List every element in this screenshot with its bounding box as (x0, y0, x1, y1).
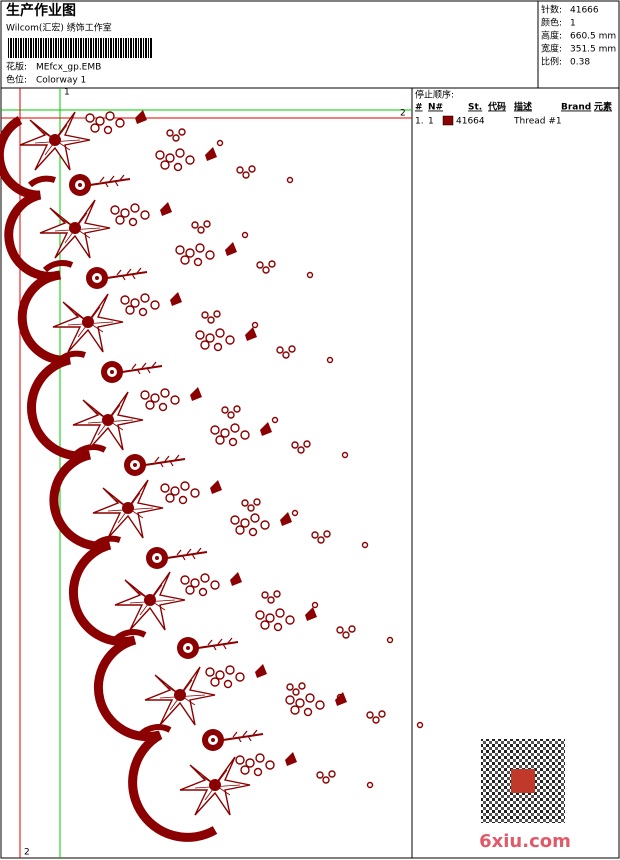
column-header: # (415, 103, 423, 113)
watermark: 6xiu.com (479, 831, 571, 852)
qr-logo (511, 769, 535, 793)
rows: 1. 1 41664 Thread #1 (415, 117, 562, 127)
stat-label: 宽度: (541, 43, 562, 55)
embroidery (0, 109, 424, 842)
studio: Wilcom(汇宏) 绣饰工作室 (6, 22, 112, 34)
stat-label: 针数: (541, 4, 562, 16)
stop-title: 停止顺序: (415, 89, 454, 101)
guide-label: 2 (24, 848, 30, 858)
column-header: 代码 (487, 101, 506, 113)
column-header: N# (428, 103, 443, 113)
stat-value: 660.5 mm (570, 32, 616, 42)
column-header: 描述 (514, 101, 532, 113)
row-code: 41664 (456, 117, 485, 127)
stat-value: 1 (570, 19, 576, 29)
stat-value: 0.38 (570, 58, 590, 68)
title: 生产作业图 (6, 2, 76, 19)
row-index: 1. (415, 117, 424, 127)
stat-value: 351.5 mm (570, 45, 616, 55)
column-header: St. (468, 103, 482, 113)
design: MEfcx_gp.EMB (36, 63, 101, 73)
stat-label: 高度: (541, 30, 562, 42)
guide-label: 2 (400, 109, 406, 119)
row-description: Thread #1 (513, 117, 562, 127)
design-label: 花版: (6, 61, 27, 73)
column-header: Brand (561, 103, 591, 113)
stat-label: 比例: (541, 56, 562, 68)
stats: 针数: 41666 颜色: 1 高度: 660.5 mm 宽度: 351.5 mm 比例: 0.3… (541, 4, 616, 68)
stat-label: 颜色: (541, 17, 562, 29)
colorway-label: 色位: (6, 74, 27, 86)
guide-label: 1 (64, 88, 70, 98)
row-needle: 1 (428, 117, 434, 127)
columns: # N# St. 代码 描述 Brand 元素 (415, 101, 612, 113)
barcode (7, 38, 152, 58)
stat-value: 41666 (570, 6, 599, 16)
column-header: 元素 (594, 101, 612, 113)
colorway: Colorway 1 (36, 76, 86, 86)
thread-swatch (442, 115, 454, 126)
